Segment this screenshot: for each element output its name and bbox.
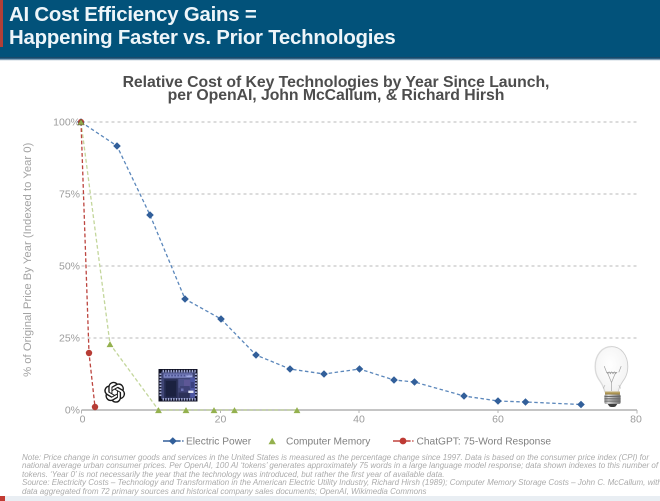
svg-text:50%: 50%	[59, 261, 80, 273]
svg-text:0%: 0%	[65, 405, 80, 417]
svg-text:Computer Memory: Computer Memory	[286, 437, 371, 448]
svg-text:% of Original Price By Year (I: % of Original Price By Year (Indexed to …	[22, 142, 34, 376]
svg-text:25%: 25%	[59, 333, 80, 345]
svg-text:Electric Power: Electric Power	[186, 437, 252, 448]
svg-text:40: 40	[353, 414, 365, 426]
svg-text:ChatGPT: 75-Word Response: ChatGPT: 75-Word Response	[417, 437, 552, 448]
svg-text:100%: 100%	[53, 117, 80, 129]
svg-text:0: 0	[80, 414, 86, 426]
svg-text:75%: 75%	[59, 189, 80, 201]
svg-text:60: 60	[492, 414, 504, 426]
svg-text:80: 80	[630, 414, 642, 426]
svg-text:20: 20	[215, 414, 227, 426]
